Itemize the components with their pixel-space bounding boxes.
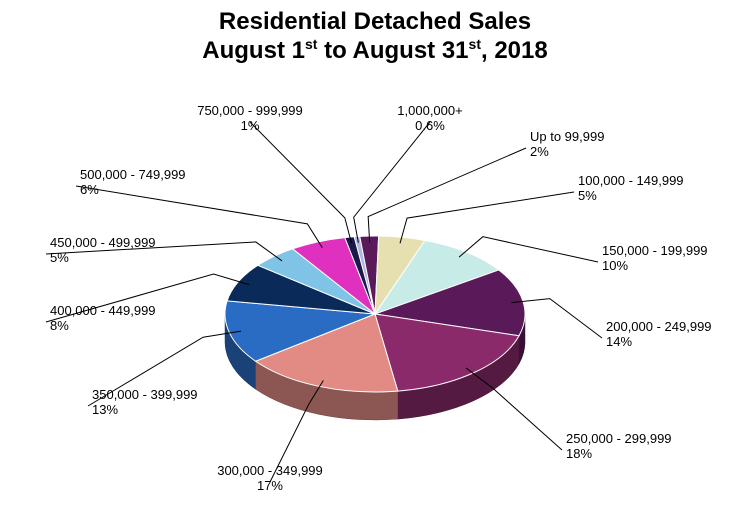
slice-label-range: 350,000 - 399,999: [92, 388, 198, 403]
slice-label-pct: 13%: [92, 403, 198, 418]
slice-label: 100,000 - 149,9995%: [578, 174, 684, 204]
slice-label: 400,000 - 449,9998%: [50, 304, 156, 334]
slice-label-range: 500,000 - 749,999: [80, 168, 186, 183]
title-line2-c: , 2018: [481, 37, 548, 64]
slice-label-pct: 6%: [80, 183, 186, 198]
slice-label-range: 300,000 - 349,999: [217, 464, 323, 479]
pie-chart: 1,000,000+0.6% Up to 99,9992% 100,000 - 14…: [0, 64, 750, 524]
slice-label-pct: 1%: [197, 119, 303, 134]
slice-label-pct: 8%: [50, 319, 156, 334]
slice-label: 250,000 - 299,99918%: [566, 432, 672, 462]
chart-title: Residential Detached Sales August 1st to…: [0, 0, 750, 64]
slice-label-range: 400,000 - 449,999: [50, 304, 156, 319]
slice-label-pct: 10%: [602, 259, 708, 274]
slice-label: 750,000 - 999,9991%: [197, 104, 303, 134]
slice-label: 150,000 - 199,99910%: [602, 244, 708, 274]
slice-label: Up to 99,9992%: [530, 130, 604, 160]
slice-label-pct: 0.6%: [397, 119, 462, 134]
title-sup2: st: [469, 36, 481, 52]
slice-label-range: 1,000,000+: [397, 104, 462, 119]
slice-label: 450,000 - 499,9995%: [50, 236, 156, 266]
slice-label-pct: 5%: [578, 189, 684, 204]
slice-label: 300,000 - 349,99917%: [217, 464, 323, 494]
title-line1: Residential Detached Sales: [219, 8, 531, 35]
slice-label: 1,000,000+0.6%: [397, 104, 462, 134]
slice-label-range: Up to 99,999: [530, 130, 604, 145]
slice-label-pct: 17%: [217, 479, 323, 494]
title-line2-b: to August 31: [317, 37, 468, 64]
slice-label: 350,000 - 399,99913%: [92, 388, 198, 418]
slice-label-range: 200,000 - 249,999: [606, 320, 712, 335]
title-sup1: st: [305, 36, 317, 52]
slice-label-pct: 14%: [606, 335, 712, 350]
slice-label-range: 450,000 - 499,999: [50, 236, 156, 251]
slice-label-range: 100,000 - 149,999: [578, 174, 684, 189]
slice-label-pct: 18%: [566, 447, 672, 462]
slice-label-range: 250,000 - 299,999: [566, 432, 672, 447]
slice-label-pct: 2%: [530, 145, 604, 160]
slice-label: 500,000 - 749,9996%: [80, 168, 186, 198]
slice-label-range: 750,000 - 999,999: [197, 104, 303, 119]
slice-label-range: 150,000 - 199,999: [602, 244, 708, 259]
title-line2-a: August 1: [202, 37, 305, 64]
slice-label: 200,000 - 249,99914%: [606, 320, 712, 350]
slice-label-pct: 5%: [50, 251, 156, 266]
